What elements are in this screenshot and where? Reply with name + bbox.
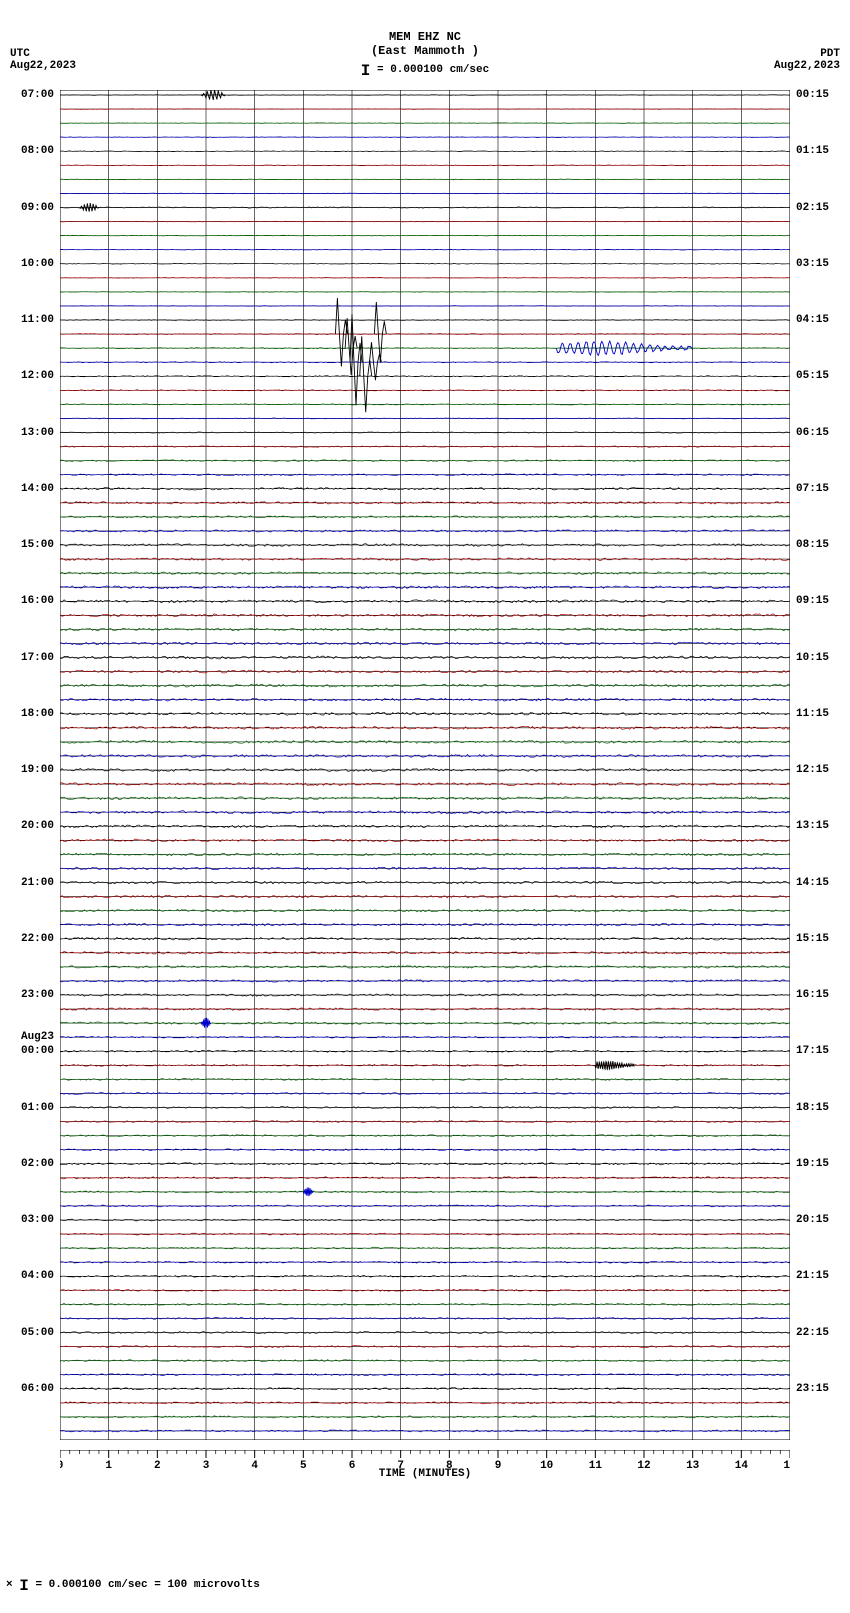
footer-glyph: × <box>6 1579 13 1591</box>
right-hour-label: 16:15 <box>796 989 829 1001</box>
right-timezone: PDT Aug22,2023 <box>774 48 840 72</box>
left-tz-label: UTC <box>10 48 76 60</box>
left-hour-label: 07:00 <box>21 89 54 101</box>
left-hour-label: 11:00 <box>21 314 54 326</box>
left-hour-label: 05:00 <box>21 1327 54 1339</box>
left-hour-label: 00:00 <box>21 1045 54 1057</box>
left-hour-label: 09:00 <box>21 202 54 214</box>
right-hour-label: 03:15 <box>796 258 829 270</box>
xaxis-label: TIME (MINUTES) <box>60 1468 790 1480</box>
left-hour-label: 12:00 <box>21 370 54 382</box>
left-hour-label: 16:00 <box>21 595 54 607</box>
scale-text: = 0.000100 cm/sec <box>377 64 489 76</box>
right-hour-label: 18:15 <box>796 1102 829 1114</box>
left-hour-label: 15:00 <box>21 539 54 551</box>
left-hour-label: 03:00 <box>21 1214 54 1226</box>
left-tz-date: Aug22,2023 <box>10 60 76 72</box>
left-hour-label: 10:00 <box>21 258 54 270</box>
left-hour-label: 23:00 <box>21 989 54 1001</box>
right-hour-label: 17:15 <box>796 1045 829 1057</box>
right-hour-label: 20:15 <box>796 1214 829 1226</box>
left-hour-label: 20:00 <box>21 820 54 832</box>
plot-svg <box>60 90 790 1440</box>
right-hour-label: 05:15 <box>796 370 829 382</box>
seismogram-plot <box>60 90 790 1440</box>
right-hour-label: 02:15 <box>796 202 829 214</box>
right-hour-label: 22:15 <box>796 1327 829 1339</box>
left-hour-label: 21:00 <box>21 877 54 889</box>
seismogram-container: MEM EHZ NC (East Mammoth ) I = 0.000100 … <box>0 0 850 1613</box>
right-hour-label: 07:15 <box>796 483 829 495</box>
left-hour-label: 19:00 <box>21 764 54 776</box>
station-name: (East Mammoth ) <box>0 44 850 58</box>
left-hour-label: 18:00 <box>21 708 54 720</box>
right-hour-label: 11:15 <box>796 708 829 720</box>
left-hour-label: 14:00 <box>21 483 54 495</box>
right-hour-label: 00:15 <box>796 89 829 101</box>
right-hour-label: 21:15 <box>796 1270 829 1282</box>
left-hour-label: 01:00 <box>21 1102 54 1114</box>
right-hour-labels: 00:15 01:15 02:15 03:15 04:15 05:15 06:15 07:15… <box>792 90 850 1440</box>
right-hour-label: 08:15 <box>796 539 829 551</box>
footer-scale: × I = 0.000100 cm/sec = 100 microvolts <box>6 1577 260 1595</box>
left-hour-label: 22:00 <box>21 933 54 945</box>
left-hour-label: Aug23 <box>21 1031 54 1043</box>
right-hour-label: 23:15 <box>796 1383 829 1395</box>
right-hour-label: 06:15 <box>796 427 829 439</box>
footer-text: = 0.000100 cm/sec = 100 microvolts <box>35 1579 259 1591</box>
right-hour-label: 12:15 <box>796 764 829 776</box>
right-tz-label: PDT <box>774 48 840 60</box>
scale-indicator: I = 0.000100 cm/sec <box>0 62 850 80</box>
right-hour-label: 10:15 <box>796 652 829 664</box>
left-hour-label: 06:00 <box>21 1383 54 1395</box>
left-hour-label: 04:00 <box>21 1270 54 1282</box>
left-hour-label: 13:00 <box>21 427 54 439</box>
right-hour-label: 14:15 <box>796 877 829 889</box>
right-hour-label: 15:15 <box>796 933 829 945</box>
x-axis: 0123456789101112131415 TIME (MINUTES) <box>60 1450 790 1490</box>
right-hour-label: 13:15 <box>796 820 829 832</box>
right-hour-label: 09:15 <box>796 595 829 607</box>
header: MEM EHZ NC (East Mammoth ) I = 0.000100 … <box>0 30 850 80</box>
left-hour-labels: 07:00 08:00 09:00 10:00 11:00 12:00 13:00 14:00… <box>0 90 58 1440</box>
right-tz-date: Aug22,2023 <box>774 60 840 72</box>
right-hour-label: 01:15 <box>796 145 829 157</box>
left-hour-label: 17:00 <box>21 652 54 664</box>
right-hour-label: 04:15 <box>796 314 829 326</box>
left-timezone: UTC Aug22,2023 <box>10 48 76 72</box>
left-hour-label: 02:00 <box>21 1158 54 1170</box>
right-hour-label: 19:15 <box>796 1158 829 1170</box>
station-code: MEM EHZ NC <box>0 30 850 44</box>
left-hour-label: 08:00 <box>21 145 54 157</box>
